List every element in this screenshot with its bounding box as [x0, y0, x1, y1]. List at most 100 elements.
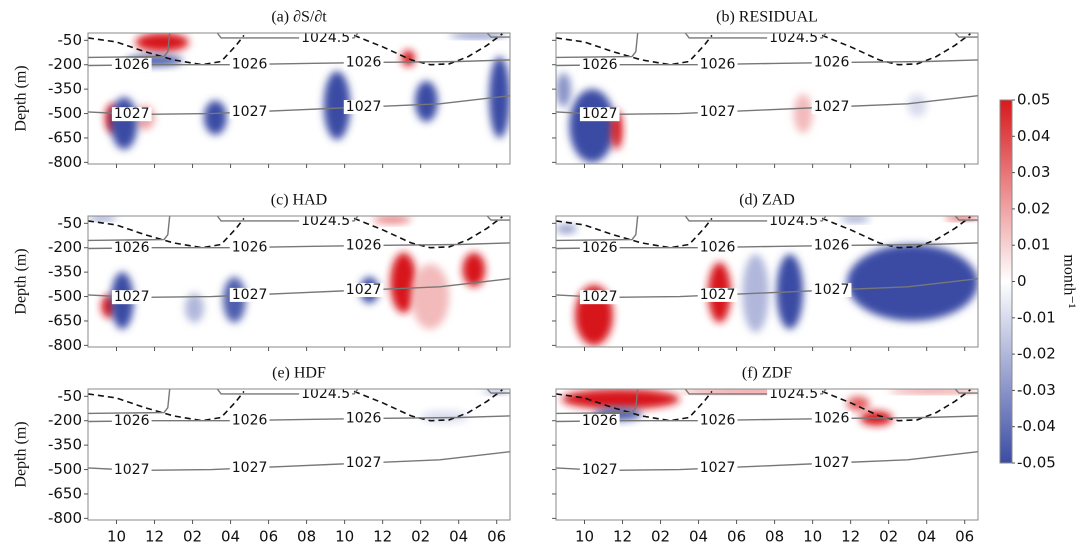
contour-label: 1027 [700, 460, 736, 476]
contour-label: 1026 [346, 55, 382, 71]
anomaly [907, 94, 927, 117]
y-tick-label: -50 [58, 387, 83, 405]
contour [556, 415, 978, 423]
contour-label: 1027 [700, 104, 736, 120]
contour-label-bg [767, 33, 821, 45]
contour-label: 1027 [582, 462, 618, 478]
panel-title: (c) HAD [271, 192, 327, 209]
anomaly [401, 50, 415, 67]
x-tick-label: 06 [955, 528, 974, 546]
contour-label: 1027 [700, 287, 736, 303]
anomaly [846, 244, 978, 321]
contour-label-bg [343, 55, 384, 70]
x-tick-label: 06 [487, 528, 506, 546]
contour-label-bg [111, 58, 152, 73]
panel: 1024.5 1026 1026 1026 1027 1027 1027 [88, 30, 510, 150]
contour [88, 242, 510, 250]
contour [88, 415, 510, 423]
contour-label-bg [697, 460, 738, 475]
contour-label-bg [229, 104, 270, 119]
x-tick-label: 10 [575, 528, 594, 546]
panel: 1024.5 1026 1026 1026 1027 1027 1027 [88, 389, 510, 478]
y-tick-label: -50 [58, 31, 83, 49]
y-tick-label: -350 [48, 263, 82, 281]
contour-label: 1026 [232, 56, 268, 72]
x-tick-label: 02 [879, 528, 898, 546]
x-tick-label: 12 [145, 528, 164, 546]
boundary-line [88, 33, 503, 66]
panel-frame [87, 215, 511, 348]
contour-label-bg [111, 290, 152, 305]
panel-title: (a) ∂S/∂t [271, 9, 327, 26]
y-tick-label: -800 [48, 509, 82, 527]
contour-label-bg [811, 283, 852, 298]
contour-label: 1024.5 [769, 213, 818, 229]
anomaly [390, 252, 417, 313]
colorbar-tick-label: 0.03 [1017, 163, 1050, 181]
colorbar [999, 99, 1013, 464]
contour-label: 1026 [814, 411, 850, 427]
colorbar-tick-label: -0.04 [1017, 417, 1056, 435]
contour-label: 1026 [582, 57, 618, 73]
contour-label-bg [111, 241, 152, 256]
contour [556, 59, 978, 67]
anomaly [556, 72, 572, 108]
y-tick-label: -350 [48, 436, 82, 454]
colorbar-tick-label: -0.05 [1017, 454, 1056, 472]
anomaly [841, 216, 870, 222]
contour-label: 1027 [582, 106, 618, 122]
anomaly [203, 100, 227, 135]
boundary-line [556, 389, 971, 422]
anomaly [411, 264, 450, 330]
contour-label: 1026 [582, 240, 618, 256]
y-tick-label: -200 [48, 238, 82, 256]
y-tick-label: -350 [48, 80, 82, 98]
contour-label: 1027 [114, 462, 150, 478]
colorbar-tick-label: 0 [1017, 272, 1027, 290]
x-tick-label: 08 [765, 528, 784, 546]
contour-label: 1024.5 [301, 30, 350, 46]
contour-label: 1024.5 [769, 386, 818, 402]
y-tick-label: -500 [48, 104, 82, 122]
contour [88, 33, 510, 59]
anomaly [323, 71, 351, 140]
contour-label-bg [299, 216, 353, 228]
x-tick-label: 12 [373, 528, 392, 546]
contour-label: 1026 [814, 238, 850, 254]
contour-label-bg [579, 107, 620, 122]
panel-title: (d) ZAD [739, 192, 795, 209]
x-tick-label: 04 [221, 528, 240, 546]
x-tick-label: 08 [297, 528, 316, 546]
x-tick-label: 10 [107, 528, 126, 546]
contour-label-bg [111, 107, 152, 122]
x-tick-label: 02 [651, 528, 670, 546]
contour-label-bg [343, 100, 384, 115]
panel-title: (f) ZDF [742, 365, 792, 382]
contour-label-bg [697, 240, 738, 255]
contour-label: 1027 [346, 282, 382, 298]
anomaly [793, 94, 813, 134]
y-axis-label: Depth (m) [13, 65, 30, 131]
panel: 1024.5 1026 1026 1026 1027 1027 1027 [556, 213, 978, 346]
colorbar-tick-label: 0.01 [1017, 236, 1050, 254]
colorbar-tick-label: -0.03 [1017, 381, 1056, 399]
contour-label-bg [811, 55, 852, 70]
boundary-line [556, 216, 971, 249]
contour-label-bg [697, 413, 738, 428]
contour-label: 1027 [114, 289, 150, 305]
contour-label: 1026 [582, 413, 618, 429]
contour-label-bg [343, 238, 384, 253]
y-tick-label: -800 [48, 336, 82, 354]
panel-frame [555, 388, 979, 521]
contour-label-bg [579, 463, 620, 478]
x-tick-label: 04 [449, 528, 468, 546]
colorbar-label: month⁻¹ [1060, 254, 1077, 308]
contour-label: 1024.5 [301, 213, 350, 229]
contour-label-bg [579, 414, 620, 429]
contour-label-bg [697, 287, 738, 302]
contour-label-bg [299, 33, 353, 45]
anomaly [373, 216, 412, 224]
anomaly [462, 252, 486, 287]
contour [556, 389, 978, 415]
